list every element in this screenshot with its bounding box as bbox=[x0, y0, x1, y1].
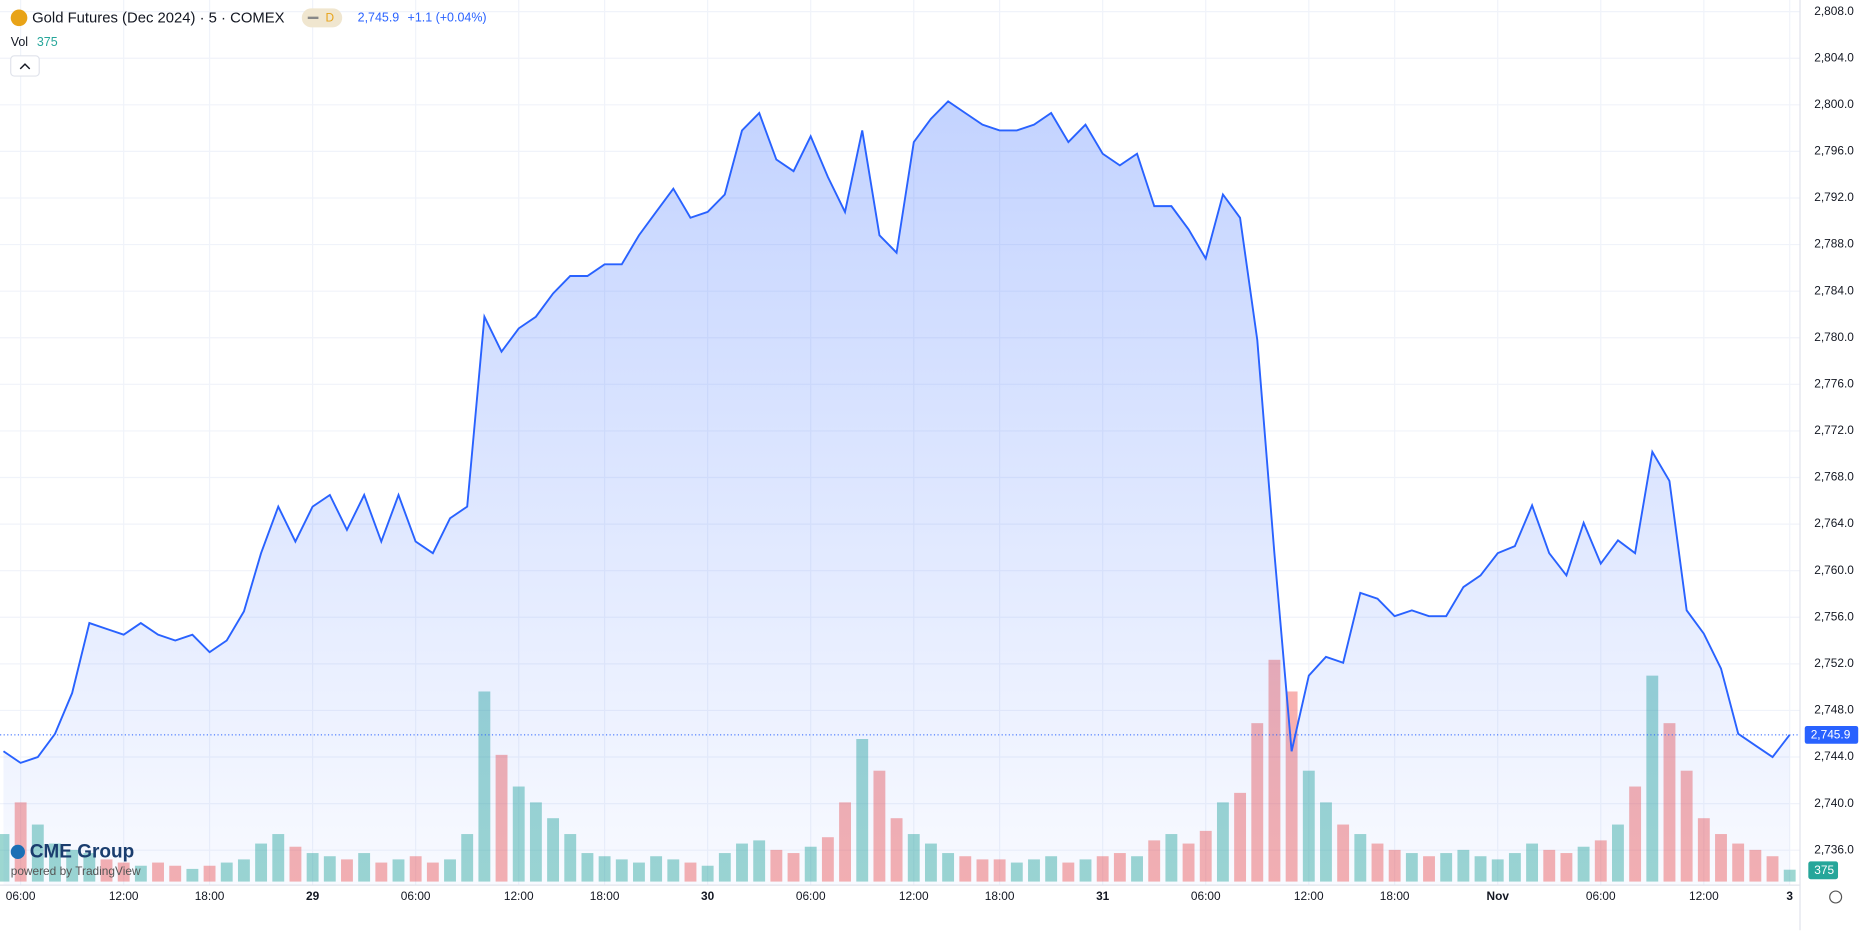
x-tick-label: 06:00 bbox=[6, 889, 36, 903]
area-fill bbox=[3, 101, 1790, 886]
x-tick-label: 30 bbox=[701, 889, 715, 903]
y-tick-label: 2,796.0 bbox=[1814, 144, 1854, 158]
cme-name: CME Group bbox=[30, 841, 135, 862]
last-vol-badge bbox=[1808, 861, 1839, 880]
x-tick-label: 12:00 bbox=[109, 889, 139, 903]
vol-value: 375 bbox=[37, 35, 58, 49]
last-price-label: 2,745.9 bbox=[1811, 728, 1851, 742]
y-tick-label: 2,788.0 bbox=[1814, 237, 1854, 251]
cme-logo bbox=[10, 844, 25, 860]
y-tick-label: 2,772.0 bbox=[1814, 423, 1854, 437]
y-tick-label: 2,780.0 bbox=[1814, 330, 1854, 344]
y-tick-label: 2,768.0 bbox=[1814, 470, 1854, 484]
x-tick-label: 12:00 bbox=[1689, 889, 1719, 903]
vol-label: Vol bbox=[11, 35, 28, 49]
symbol-icon bbox=[10, 9, 28, 27]
x-tick-label: 12:00 bbox=[899, 889, 929, 903]
y-tick-label: 2,744.0 bbox=[1814, 749, 1854, 763]
badge-dash bbox=[307, 16, 319, 20]
volume-bar bbox=[1783, 869, 1796, 882]
x-tick-label: Nov bbox=[1487, 889, 1510, 903]
x-tick-label: 12:00 bbox=[1294, 889, 1324, 903]
x-tick-label: 06:00 bbox=[1191, 889, 1221, 903]
header-price: 2,745.9 bbox=[358, 11, 400, 25]
x-tick-label: 18:00 bbox=[195, 889, 225, 903]
y-tick-label: 2,756.0 bbox=[1814, 609, 1854, 623]
price-line bbox=[2, 100, 1791, 764]
settings-icon[interactable] bbox=[1829, 890, 1843, 904]
header-change: +1.1 (+0.04%) bbox=[408, 11, 487, 25]
badge[interactable] bbox=[301, 8, 343, 28]
y-tick-label: 2,764.0 bbox=[1814, 516, 1854, 530]
axes: 2,736.0 2,740.0 2,744.0 2,748.0 2,752.0 2,756… bbox=[6, 4, 1859, 903]
badge-label: D bbox=[326, 11, 335, 25]
x-tick-label: 12:00 bbox=[504, 889, 534, 903]
powered-by: powered by TradingView bbox=[11, 864, 141, 878]
x-tick-label: 06:00 bbox=[796, 889, 826, 903]
x-tick-label: 18:00 bbox=[985, 889, 1015, 903]
y-tick-label: 2,752.0 bbox=[1814, 656, 1854, 670]
last-price-badge bbox=[1804, 725, 1859, 744]
y-tick-label: 2,784.0 bbox=[1814, 283, 1854, 297]
x-tick-label: 18:00 bbox=[590, 889, 620, 903]
y-tick-label: 2,776.0 bbox=[1814, 376, 1854, 390]
y-tick-label: 2,760.0 bbox=[1814, 563, 1854, 577]
collapse-button[interactable] bbox=[10, 55, 40, 77]
y-tick-label: 2,800.0 bbox=[1814, 97, 1854, 111]
y-tick-label: 2,808.0 bbox=[1814, 4, 1854, 18]
y-tick-label: 2,792.0 bbox=[1814, 190, 1854, 204]
x-tick-label: 31 bbox=[1096, 889, 1110, 903]
y-tick-label: 2,740.0 bbox=[1814, 796, 1854, 810]
last-vol-label: 375 bbox=[1814, 863, 1834, 877]
symbol-title[interactable]: Gold Futures (Dec 2024) · 5 · COMEX bbox=[32, 10, 285, 26]
y-tick-label: 2,736.0 bbox=[1814, 842, 1854, 856]
x-tick-label: 3 bbox=[1786, 889, 1793, 903]
x-tick-label: 06:00 bbox=[1586, 889, 1616, 903]
y-tick-label: 2,748.0 bbox=[1814, 703, 1854, 717]
y-tick-label: 2,804.0 bbox=[1814, 50, 1854, 64]
x-tick-label: 06:00 bbox=[401, 889, 431, 903]
x-tick-label: 29 bbox=[306, 889, 320, 903]
plot bbox=[0, 100, 1801, 886]
x-tick-label: 18:00 bbox=[1380, 889, 1410, 903]
collapse-icon bbox=[19, 63, 31, 70]
